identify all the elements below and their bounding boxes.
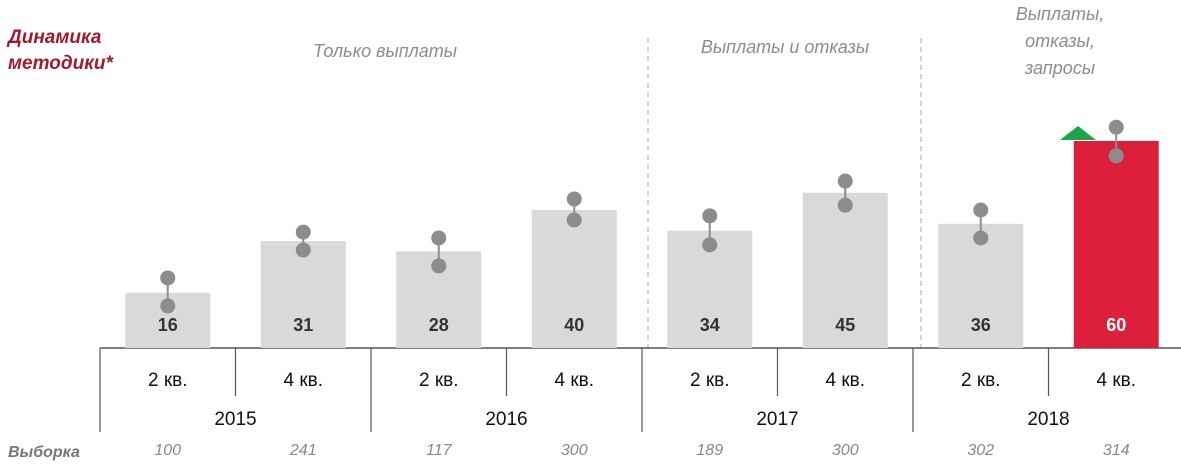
- up-arrow: [1060, 126, 1096, 140]
- sample-size: 300: [561, 442, 588, 459]
- chart-title: Динамика: [6, 27, 102, 48]
- period-label: Выплаты,: [1016, 4, 1105, 24]
- marker-lower: [566, 212, 582, 228]
- marker-lower: [1108, 148, 1124, 164]
- value-label: 60: [1106, 315, 1126, 335]
- sample-size: 302: [967, 442, 994, 459]
- period-label: запросы: [1024, 58, 1095, 78]
- sample-size: 300: [832, 442, 859, 459]
- marker-upper: [160, 270, 176, 286]
- bar: [260, 241, 346, 348]
- x-tick-label: 2 кв.: [690, 370, 730, 391]
- bar: [531, 210, 617, 348]
- value-label: 28: [429, 315, 449, 335]
- value-label: 31: [293, 315, 313, 335]
- sample-size: 314: [1103, 442, 1130, 459]
- value-label: 34: [700, 315, 720, 335]
- year-label: 2018: [1027, 409, 1069, 430]
- sample-size: 241: [289, 442, 317, 459]
- chart-title: методики*: [8, 53, 114, 74]
- marker-lower: [973, 230, 989, 246]
- value-label: 40: [564, 315, 584, 335]
- marker-upper: [566, 191, 582, 207]
- marker-upper: [973, 202, 989, 218]
- period-label: отказы,: [1025, 31, 1095, 51]
- sample-size: 189: [696, 442, 723, 459]
- value-label: 36: [971, 315, 991, 335]
- sample-size: 117: [426, 442, 453, 459]
- value-label: 45: [835, 315, 855, 335]
- x-tick-label: 4 кв.: [283, 370, 323, 391]
- sample-label: Выборка: [8, 444, 80, 461]
- year-label: 2015: [214, 409, 256, 430]
- bar: [802, 192, 888, 348]
- x-tick-label: 4 кв.: [825, 370, 865, 391]
- marker-lower: [702, 237, 718, 253]
- marker-upper: [702, 208, 718, 224]
- period-label: Только выплаты: [313, 41, 457, 61]
- marker-lower: [295, 242, 311, 258]
- year-label: 2017: [756, 409, 798, 430]
- marker-upper: [837, 173, 853, 189]
- marker-lower: [837, 197, 853, 213]
- x-tick-label: 4 кв.: [554, 370, 594, 391]
- value-label: 16: [158, 315, 178, 335]
- marker-upper: [431, 230, 447, 246]
- x-tick-label: 2 кв.: [961, 370, 1001, 391]
- bar: [1073, 141, 1159, 348]
- marker-lower: [431, 258, 447, 274]
- sample-size: 100: [154, 442, 181, 459]
- x-tick-label: 2 кв.: [148, 370, 188, 391]
- marker-upper: [295, 224, 311, 240]
- marker-lower: [160, 298, 176, 314]
- period-label: Выплаты и отказы: [701, 37, 869, 57]
- x-tick-label: 4 кв.: [1096, 370, 1136, 391]
- x-tick-label: 2 кв.: [419, 370, 459, 391]
- year-label: 2016: [485, 409, 527, 430]
- marker-upper: [1108, 119, 1124, 135]
